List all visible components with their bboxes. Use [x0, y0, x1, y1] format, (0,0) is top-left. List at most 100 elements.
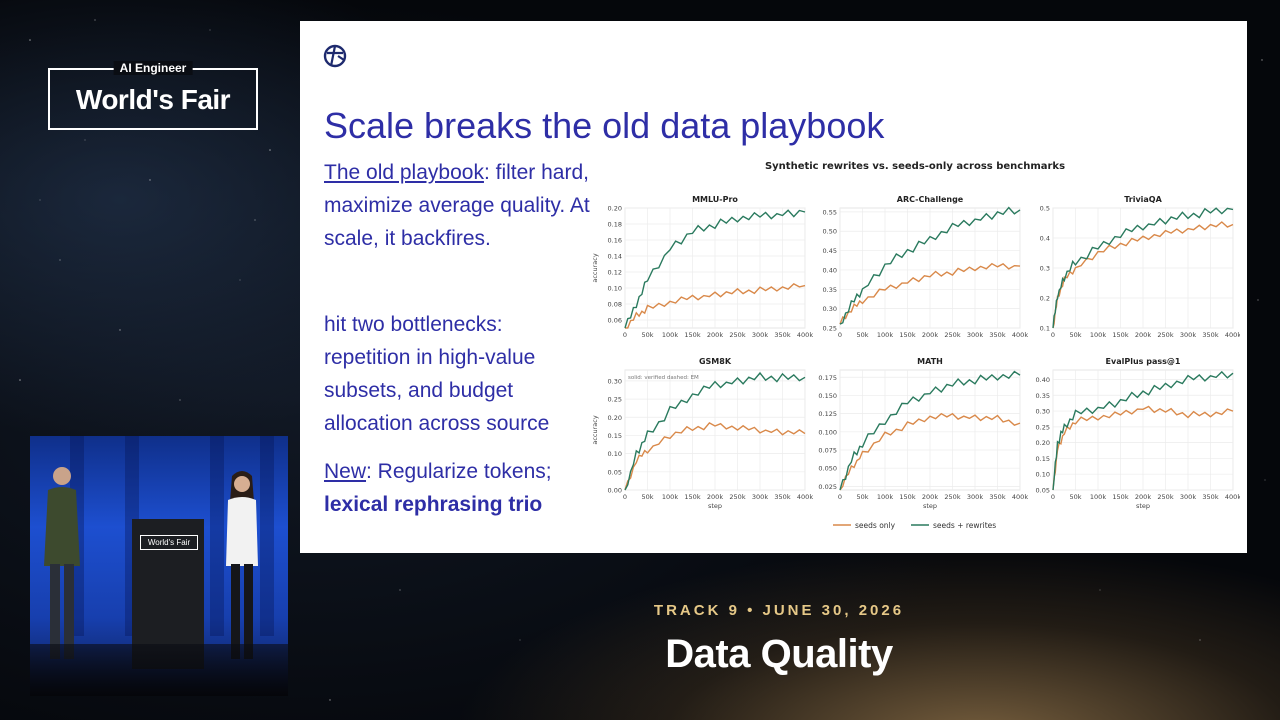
y-tick-label: 0.30: [608, 377, 622, 385]
x-axis-label: step: [923, 502, 937, 510]
y-tick-label: 0.10: [608, 450, 622, 458]
x-tick-label: 300k: [967, 493, 983, 501]
x-tick-label: 0: [623, 331, 627, 339]
x-tick-label: 350k: [774, 331, 790, 339]
x-tick-label: 50k: [856, 331, 868, 339]
x-axis-label: step: [708, 502, 722, 510]
y-tick-label: 0.40: [1036, 376, 1050, 384]
series-line-seeds-rewrites: [1052, 370, 1234, 491]
x-tick-label: 250k: [1157, 331, 1173, 339]
y-tick-label: 0.25: [1036, 423, 1050, 431]
stage-camera-feed: World's Fair: [30, 436, 288, 696]
series-line-seeds-rewrites: [624, 371, 806, 491]
x-tick-label: 200k: [707, 331, 723, 339]
x-tick-label: 100k: [1090, 331, 1106, 339]
x-tick-label: 0: [623, 493, 627, 501]
y-tick-label: 0.50: [823, 228, 837, 236]
y-tick-label: 0.100: [818, 428, 837, 436]
y-tick-label: 0.08: [608, 301, 622, 309]
y-tick-label: 0.15: [1036, 455, 1050, 463]
panel-title: TriviaQA: [1124, 195, 1162, 204]
event-logo: AI Engineer World's Fair: [48, 61, 258, 130]
panel-annotation: solid: verified dashed: EM: [628, 375, 699, 381]
y-tick-label: 0.45: [823, 247, 837, 255]
x-tick-label: 150k: [899, 331, 915, 339]
x-tick-label: 250k: [729, 331, 745, 339]
x-tick-label: 50k: [641, 493, 653, 501]
x-tick-label: 350k: [1202, 331, 1218, 339]
x-tick-label: 100k: [877, 493, 893, 501]
y-tick-label: 0.40: [823, 266, 837, 274]
y-tick-label: 0.20: [608, 205, 622, 213]
x-tick-label: 200k: [707, 493, 723, 501]
y-tick-label: 0.05: [608, 468, 622, 476]
x-tick-label: 400k: [1012, 493, 1028, 501]
y-tick-label: 0.1: [1040, 325, 1050, 333]
x-tick-label: 250k: [729, 493, 745, 501]
panel-title: GSM8K: [699, 357, 732, 366]
x-tick-label: 100k: [662, 331, 678, 339]
y-tick-label: 0.4: [1040, 235, 1050, 243]
slide-logo-icon: [323, 44, 347, 68]
x-tick-label: 100k: [1090, 493, 1106, 501]
x-tick-label: 350k: [774, 493, 790, 501]
audience-silhouettes: [30, 644, 288, 696]
y-tick-label: 0.150: [818, 392, 837, 400]
y-tick-label: 0.5: [1040, 205, 1050, 213]
legend-label-seeds-only: seeds only: [855, 521, 896, 530]
x-tick-label: 300k: [752, 331, 768, 339]
x-tick-label: 250k: [944, 331, 960, 339]
x-tick-label: 250k: [1157, 493, 1173, 501]
panel-title: MMLU-Pro: [692, 195, 738, 204]
x-tick-label: 250k: [944, 493, 960, 501]
y-tick-label: 0.35: [1036, 392, 1050, 400]
y-tick-label: 0.3: [1040, 265, 1050, 273]
new-link[interactable]: New: [324, 460, 367, 483]
y-tick-label: 0.20: [1036, 439, 1050, 447]
y-tick-label: 0.2: [1040, 295, 1050, 303]
series-line-seeds-only: [839, 262, 1021, 325]
y-tick-label: 0.25: [608, 396, 622, 404]
benchmark-charts-svg: Synthetic rewrites vs. seeds-only across…: [591, 161, 1241, 530]
x-tick-label: 300k: [752, 493, 768, 501]
x-tick-label: 100k: [877, 331, 893, 339]
y-tick-label: 0.10: [1036, 471, 1050, 479]
series-line-seeds-only: [1052, 405, 1234, 491]
new-approach-text: : Regularize tokens;: [366, 460, 552, 483]
x-tick-label: 200k: [922, 493, 938, 501]
legend-label-seeds-rewrites: seeds + rewrites: [933, 521, 996, 530]
x-tick-label: 50k: [1069, 493, 1081, 501]
y-tick-label: 0.025: [818, 483, 837, 491]
speaker-right: [226, 471, 258, 659]
x-tick-label: 300k: [967, 331, 983, 339]
logo-title: World's Fair: [75, 84, 231, 115]
x-tick-label: 350k: [989, 493, 1005, 501]
series-line-seeds-rewrites: [1052, 207, 1234, 329]
x-axis-label: step: [1136, 502, 1150, 510]
new-approach-paragraph: New: Regularize tokens; lexical rephrasi…: [324, 455, 592, 521]
x-tick-label: 300k: [1180, 493, 1196, 501]
y-tick-label: 0.35: [823, 286, 837, 294]
panel-title: EvalPlus pass@1: [1106, 357, 1181, 366]
x-tick-label: 150k: [684, 493, 700, 501]
y-tick-label: 0.18: [608, 221, 622, 229]
y-tick-label: 0.05: [1036, 487, 1050, 495]
y-tick-label: 0.16: [608, 237, 622, 245]
track-date-line: TRACK 9 • JUNE 30, 2026: [653, 602, 905, 619]
x-tick-label: 0: [838, 493, 842, 501]
x-tick-label: 400k: [797, 331, 813, 339]
session-title: Data Quality: [665, 632, 893, 676]
curtain-fold: [260, 436, 274, 636]
old-playbook-paragraph: The old playbook: filter hard, maximize …: [324, 156, 592, 255]
slide-title: Scale breaks the old data playbook: [324, 105, 885, 146]
x-tick-label: 200k: [1135, 331, 1151, 339]
y-tick-label: 0.125: [818, 410, 837, 418]
x-tick-label: 150k: [684, 331, 700, 339]
x-tick-label: 0: [838, 331, 842, 339]
y-tick-label: 0.25: [823, 325, 837, 333]
series-line-seeds-rewrites: [624, 209, 806, 329]
y-axis-label: accuracy: [591, 415, 599, 444]
x-tick-label: 50k: [856, 493, 868, 501]
old-playbook-link[interactable]: The old playbook: [324, 161, 484, 184]
